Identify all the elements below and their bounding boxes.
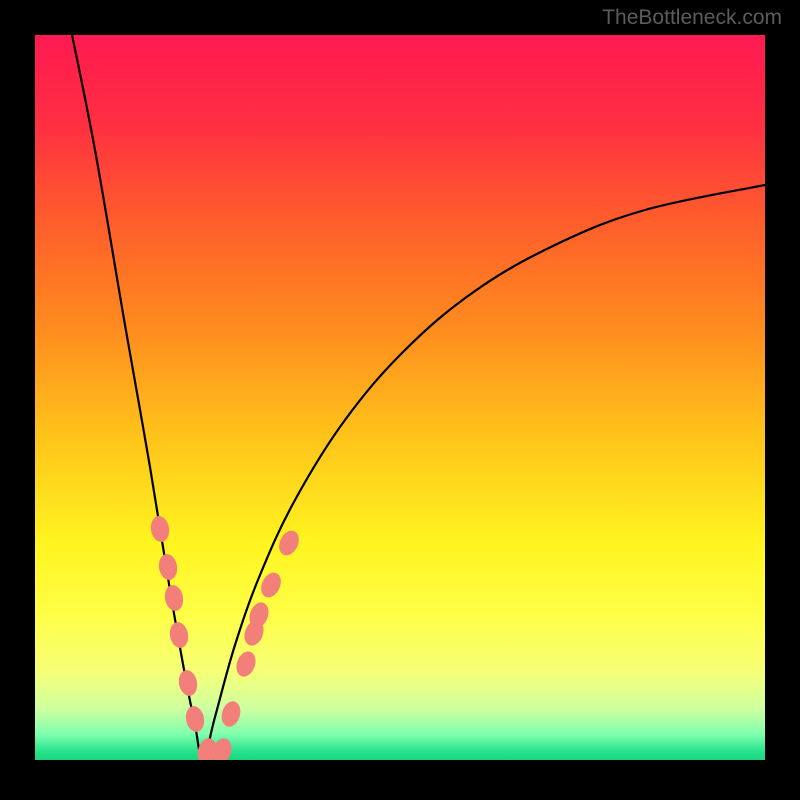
watermark-text: TheBottleneck.com — [602, 6, 782, 30]
gradient-background — [35, 35, 765, 760]
bottleneck-curve-chart — [35, 35, 765, 760]
chart-plot-area — [35, 35, 765, 760]
